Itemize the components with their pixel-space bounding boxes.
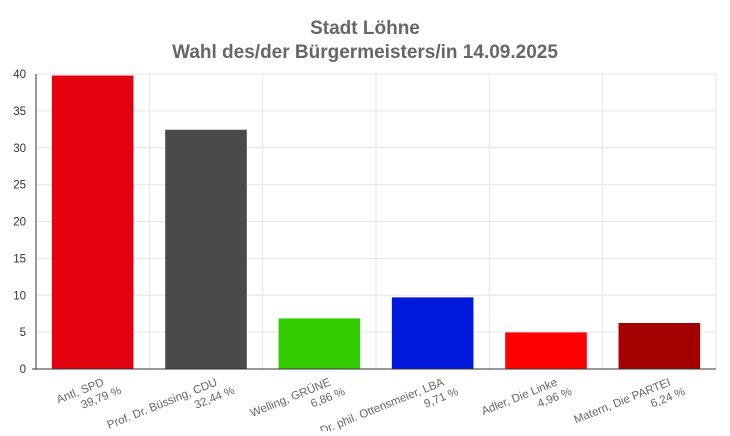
bar[interactable] <box>391 297 474 369</box>
bar[interactable] <box>278 318 361 369</box>
bar[interactable] <box>618 322 701 369</box>
y-tick-label: 15 <box>13 253 26 265</box>
y-tick-label: 5 <box>20 327 26 339</box>
y-tick-label: 40 <box>13 69 26 81</box>
chart-subtitle: Wahl des/der Bürgermeisters/in 14.09.202… <box>172 42 558 63</box>
y-tick-label: 30 <box>13 143 26 155</box>
y-tick-label: 25 <box>13 180 26 192</box>
bars <box>51 75 701 369</box>
axes <box>32 74 716 370</box>
y-tick-label: 10 <box>13 290 26 302</box>
y-tick-label: 20 <box>13 217 26 229</box>
grid-lines <box>35 73 717 369</box>
bar[interactable] <box>165 129 247 369</box>
bar[interactable] <box>505 332 587 369</box>
chart-title: Stadt Löhne <box>310 18 420 39</box>
bar[interactable] <box>51 75 134 369</box>
y-tick-label: 35 <box>13 106 26 118</box>
y-tick-label: 0 <box>20 364 26 376</box>
